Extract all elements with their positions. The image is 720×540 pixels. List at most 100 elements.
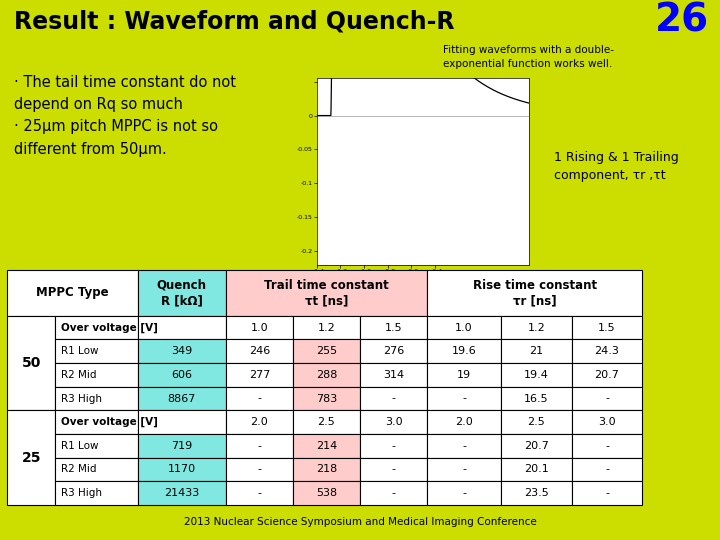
Text: 26: 26: [655, 1, 709, 39]
FancyBboxPatch shape: [138, 434, 226, 457]
Text: -: -: [392, 464, 395, 475]
FancyBboxPatch shape: [226, 387, 293, 410]
FancyBboxPatch shape: [360, 457, 427, 481]
Text: Trail time constant
τt [ns]: Trail time constant τt [ns]: [264, 279, 389, 307]
Text: 783: 783: [316, 394, 337, 403]
FancyBboxPatch shape: [427, 410, 501, 434]
Text: 3.0: 3.0: [384, 417, 402, 427]
Text: Quench
R [kΩ]: Quench R [kΩ]: [157, 279, 207, 307]
Text: 24.3: 24.3: [595, 346, 619, 356]
FancyBboxPatch shape: [138, 481, 226, 505]
FancyBboxPatch shape: [138, 316, 226, 340]
FancyBboxPatch shape: [138, 457, 226, 481]
Text: 20.1: 20.1: [524, 464, 549, 475]
Text: 1.0: 1.0: [251, 322, 269, 333]
FancyBboxPatch shape: [138, 340, 226, 363]
FancyBboxPatch shape: [293, 481, 360, 505]
Text: R2 Mid: R2 Mid: [60, 464, 96, 475]
FancyBboxPatch shape: [293, 457, 360, 481]
Text: 606: 606: [171, 370, 192, 380]
Text: 277: 277: [249, 370, 270, 380]
Text: -: -: [462, 464, 466, 475]
FancyBboxPatch shape: [360, 481, 427, 505]
Text: 8867: 8867: [168, 394, 196, 403]
Text: 1170: 1170: [168, 464, 196, 475]
Text: 214: 214: [316, 441, 337, 451]
Text: -: -: [605, 488, 609, 498]
Text: 1.0: 1.0: [455, 322, 473, 333]
Text: 2.0: 2.0: [455, 417, 473, 427]
Text: 2.0: 2.0: [251, 417, 269, 427]
Text: Over voltage [V]: Over voltage [V]: [60, 322, 158, 333]
Text: 314: 314: [383, 370, 404, 380]
FancyBboxPatch shape: [572, 481, 642, 505]
FancyBboxPatch shape: [572, 363, 642, 387]
FancyBboxPatch shape: [501, 363, 572, 387]
FancyBboxPatch shape: [360, 340, 427, 363]
Text: -: -: [605, 441, 609, 451]
Text: 2.5: 2.5: [318, 417, 336, 427]
Text: 21433: 21433: [164, 488, 199, 498]
FancyBboxPatch shape: [501, 457, 572, 481]
Text: Fitting waveforms with a double-
exponential function works well.: Fitting waveforms with a double- exponen…: [443, 45, 613, 69]
Text: 276: 276: [383, 346, 404, 356]
FancyBboxPatch shape: [501, 316, 572, 340]
Text: 16.5: 16.5: [524, 394, 549, 403]
FancyBboxPatch shape: [293, 434, 360, 457]
FancyBboxPatch shape: [7, 316, 55, 410]
Text: -: -: [258, 394, 261, 403]
FancyBboxPatch shape: [427, 270, 642, 316]
Text: 1.2: 1.2: [528, 322, 545, 333]
Text: 255: 255: [316, 346, 337, 356]
FancyBboxPatch shape: [293, 410, 360, 434]
Text: 218: 218: [316, 464, 337, 475]
Text: 1.2: 1.2: [318, 322, 336, 333]
FancyBboxPatch shape: [138, 387, 226, 410]
FancyBboxPatch shape: [7, 410, 55, 505]
Text: MPPC Type: MPPC Type: [36, 286, 109, 299]
FancyBboxPatch shape: [501, 410, 572, 434]
Text: 1.5: 1.5: [384, 322, 402, 333]
FancyBboxPatch shape: [55, 481, 138, 505]
FancyBboxPatch shape: [360, 363, 427, 387]
FancyBboxPatch shape: [226, 270, 427, 316]
Text: 719: 719: [171, 441, 192, 451]
FancyBboxPatch shape: [572, 434, 642, 457]
Text: 2013 Nuclear Science Symposium and Medical Imaging Conference: 2013 Nuclear Science Symposium and Medic…: [184, 517, 536, 528]
Text: Rise time constant
τr [ns]: Rise time constant τr [ns]: [472, 279, 597, 307]
Text: 23.5: 23.5: [524, 488, 549, 498]
Text: Over voltage [V]: Over voltage [V]: [60, 417, 158, 427]
FancyBboxPatch shape: [226, 434, 293, 457]
Text: R3 High: R3 High: [60, 488, 102, 498]
FancyBboxPatch shape: [360, 387, 427, 410]
Text: R3 High: R3 High: [60, 394, 102, 403]
FancyBboxPatch shape: [226, 481, 293, 505]
Text: 246: 246: [249, 346, 270, 356]
FancyBboxPatch shape: [293, 340, 360, 363]
Text: 25: 25: [22, 450, 41, 464]
FancyBboxPatch shape: [226, 340, 293, 363]
Text: -: -: [605, 394, 609, 403]
Text: 3.0: 3.0: [598, 417, 616, 427]
Text: -: -: [605, 464, 609, 475]
FancyBboxPatch shape: [427, 363, 501, 387]
Text: R2 Mid: R2 Mid: [60, 370, 96, 380]
Text: -: -: [258, 441, 261, 451]
Text: Result : Waveform and Quench-R: Result : Waveform and Quench-R: [14, 10, 455, 33]
FancyBboxPatch shape: [572, 340, 642, 363]
FancyBboxPatch shape: [55, 340, 138, 363]
Text: 1 Rising & 1 Trailing
component, τr ,τt: 1 Rising & 1 Trailing component, τr ,τt: [554, 151, 679, 182]
Text: -: -: [392, 441, 395, 451]
FancyBboxPatch shape: [360, 316, 427, 340]
FancyBboxPatch shape: [7, 270, 138, 316]
FancyBboxPatch shape: [360, 410, 427, 434]
FancyBboxPatch shape: [138, 363, 226, 387]
Text: 2.5: 2.5: [528, 417, 545, 427]
FancyBboxPatch shape: [293, 387, 360, 410]
Text: 21: 21: [529, 346, 544, 356]
FancyBboxPatch shape: [293, 316, 360, 340]
FancyBboxPatch shape: [226, 410, 293, 434]
FancyBboxPatch shape: [427, 340, 501, 363]
Text: 288: 288: [316, 370, 337, 380]
FancyBboxPatch shape: [226, 457, 293, 481]
